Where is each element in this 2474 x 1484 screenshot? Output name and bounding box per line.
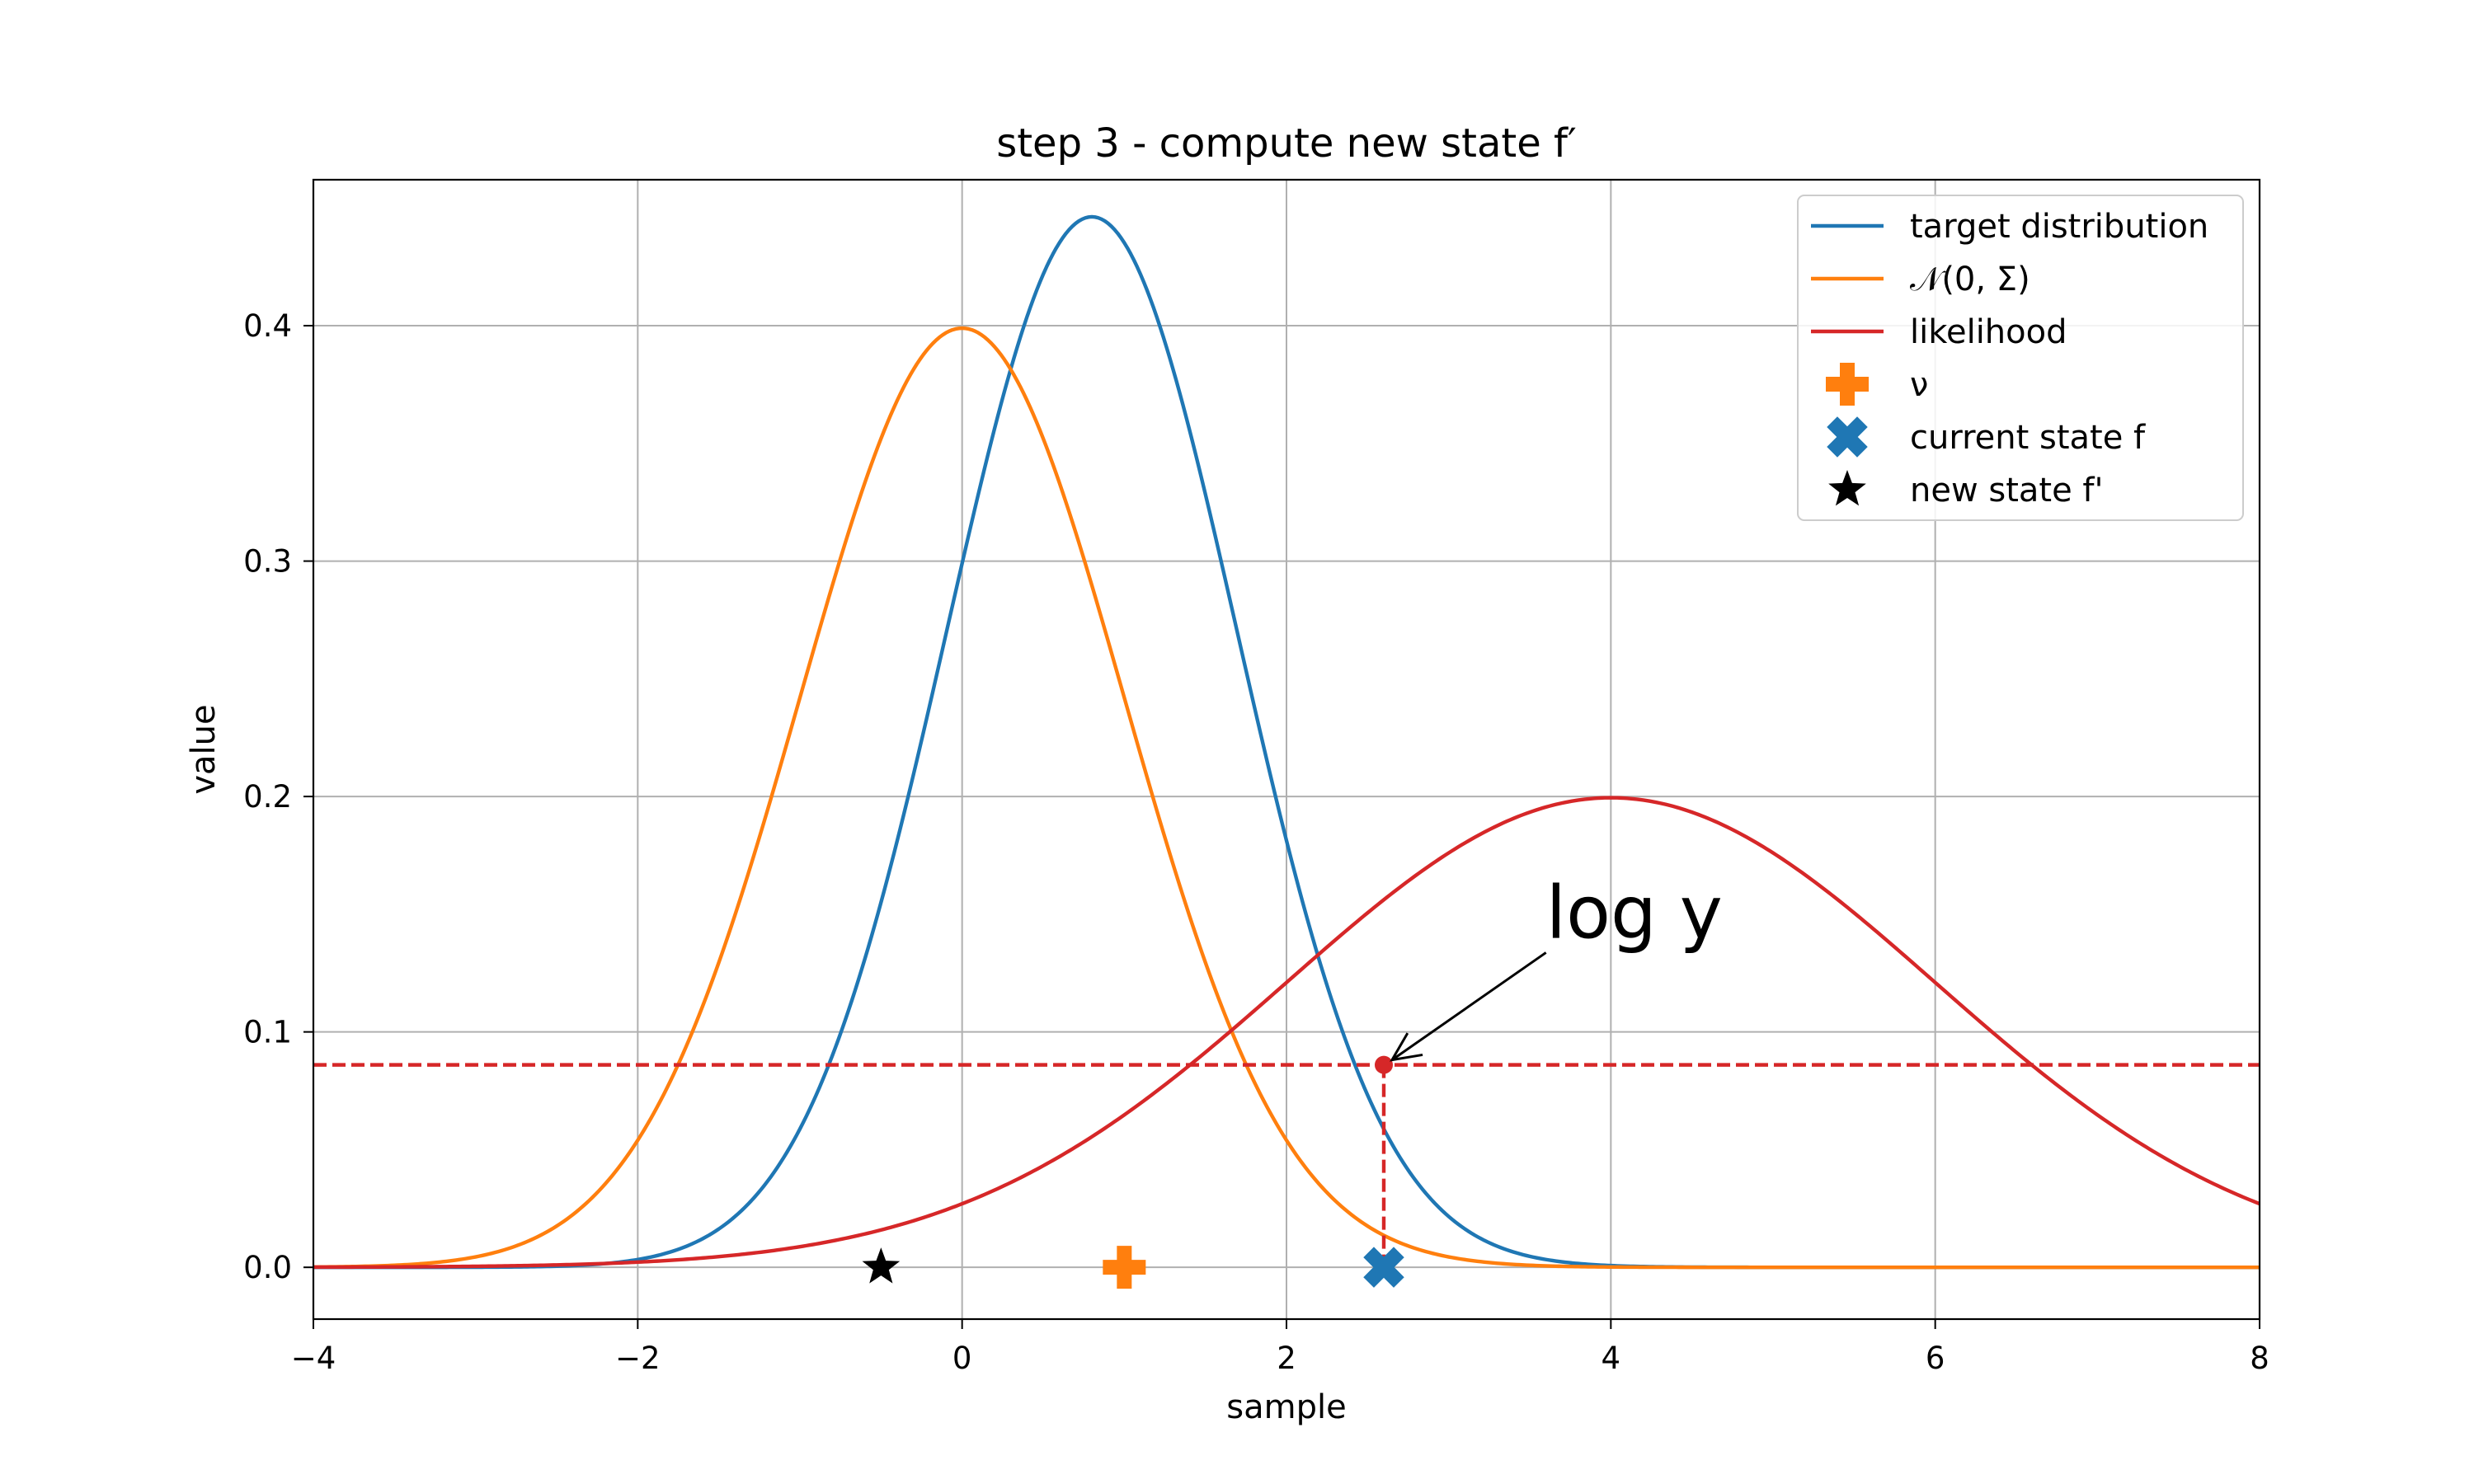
log-y-label: log y <box>1546 870 1723 955</box>
legend-label: 𝒩(0, Σ) <box>1910 261 2030 298</box>
x-tick-label: 4 <box>1602 1341 1621 1376</box>
normal-prior-line <box>313 326 2260 1270</box>
annotation-layer: log y <box>1375 870 1723 1074</box>
legend-swatch-plus <box>1826 363 1869 406</box>
new-state-point <box>862 1247 901 1284</box>
legend-swatch-star <box>1828 470 1866 506</box>
legend-swatch-x <box>1827 416 1868 458</box>
log-y-arrow-head <box>1390 1032 1423 1062</box>
plot-area <box>313 214 2260 1289</box>
legend-label: likelihood <box>1910 313 2067 351</box>
legend-entry: likelihood <box>1811 313 2067 351</box>
x-tick-label: 8 <box>2250 1341 2269 1376</box>
y-axis-label: value <box>185 704 223 794</box>
y-tick-label: 0.2 <box>243 779 292 815</box>
legend-label: current state f <box>1910 419 2146 457</box>
x-tick-label: 6 <box>1926 1341 1945 1376</box>
legend-entry: 𝒩(0, Σ) <box>1811 261 2030 298</box>
legend-label: new state f' <box>1910 472 2104 510</box>
log-y-point <box>1375 1055 1393 1074</box>
current-state-point <box>1363 1247 1404 1288</box>
legend: target distribution 𝒩(0, Σ) likelihood ν cur… <box>1797 195 2244 521</box>
x-axis-label: sample <box>1226 1388 1346 1426</box>
log-y-arrow-shaft <box>1391 951 1547 1061</box>
x-tick-label: 2 <box>1277 1341 1296 1376</box>
chart-title: step 3 - compute new state f′ <box>996 120 1577 167</box>
legend-box <box>1797 195 2244 521</box>
y-tick-label: 0.0 <box>243 1250 292 1285</box>
legend-label: ν <box>1910 366 1928 404</box>
legend-label: target distribution <box>1910 208 2208 246</box>
nu-point <box>1103 1246 1146 1289</box>
likelihood-line <box>313 796 2260 1270</box>
ticks: −4 −2 0 2 4 6 8 0.0 0.1 0.2 0.3 0.4 <box>243 308 2269 1376</box>
grid <box>313 180 2260 1319</box>
x-tick-label: 0 <box>952 1341 972 1376</box>
y-tick-label: 0.1 <box>243 1015 292 1050</box>
legend-entry: new state f' <box>1828 470 2104 510</box>
legend-entry: current state f <box>1827 416 2146 458</box>
y-tick-label: 0.3 <box>243 544 292 580</box>
x-tick-label: −4 <box>291 1341 336 1376</box>
legend-entry: target distribution <box>1811 208 2208 246</box>
legend-entry: ν <box>1826 363 1928 406</box>
x-tick-label: −2 <box>615 1341 661 1376</box>
y-tick-label: 0.4 <box>243 308 292 344</box>
